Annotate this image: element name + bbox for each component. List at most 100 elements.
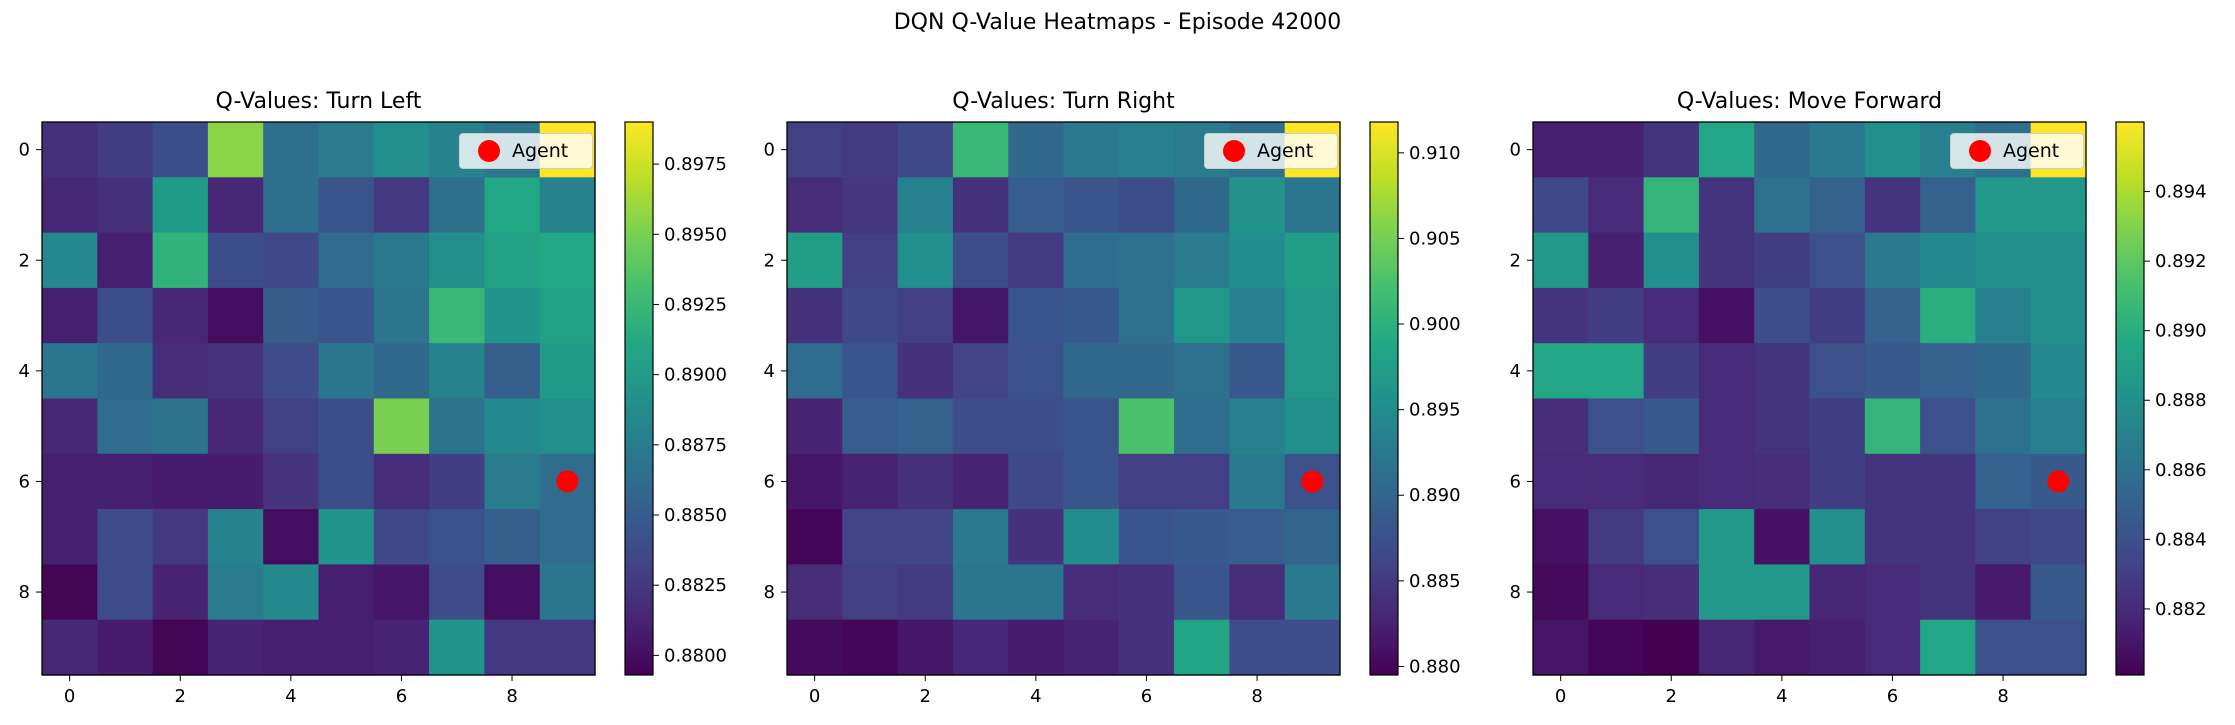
heatmap-cell-r1-c6 [1118, 177, 1175, 234]
figure-title: DQN Q-Value Heatmaps - Episode 42000 [893, 10, 1342, 35]
heatmap-cell-r4-c5 [1063, 343, 1120, 400]
heatmap-cell-r5-c3 [1698, 398, 1755, 455]
heatmap-cell-r8-c2 [1643, 564, 1700, 621]
heatmap-cell-r9-c4 [263, 619, 320, 676]
heatmap-cell-r1-c1 [842, 177, 899, 234]
x-tick-label: 6 [1141, 686, 1152, 707]
heatmap-plot: 0 2 4 6 8 0 2 4 6 8 [764, 121, 1341, 707]
legend-label: Agent [1257, 140, 1314, 162]
heatmap-cell-r5-c5 [1809, 398, 1866, 455]
heatmap-cell-r4-c8 [484, 343, 541, 400]
heatmap-cell-r7-c7 [429, 509, 485, 565]
heatmap-cell-r3-c7 [429, 287, 485, 344]
heatmap-cell-r9-c0 [1533, 619, 1589, 676]
heatmap-cell-r9-c3 [952, 619, 1009, 676]
heatmap-cell-r5-c8 [1229, 398, 1286, 455]
heatmap-cell-r7-c1 [97, 509, 154, 565]
heatmap-cell-r2-c6 [1864, 232, 1921, 289]
colorbar-tick-label: 0.8800 [664, 645, 727, 666]
heatmap-cell-r2-c7 [1920, 232, 1976, 289]
heatmap-cell-r3-c3 [952, 287, 1009, 344]
heatmap-cell-r7-c5 [1063, 509, 1120, 565]
agent-marker [2047, 470, 2070, 493]
heatmap-cell-r2-c2 [897, 232, 954, 289]
heatmap-cell-r0-c1 [842, 122, 899, 178]
heatmap-cell-r5-c7 [1920, 398, 1976, 455]
heatmap-cell-r9-c3 [207, 619, 264, 676]
heatmap-cell-r9-c0 [42, 619, 98, 676]
heatmap-cell-r9-c0 [787, 619, 843, 676]
heatmap-cell-r4-c6 [1864, 343, 1921, 400]
heatmap-cell-r7-c8 [1975, 509, 2032, 565]
heatmap-cell-r7-c2 [897, 509, 954, 565]
x-tick-label: 4 [1776, 686, 1787, 707]
x-tick-label: 8 [1251, 686, 1262, 707]
heatmap-cell-r8-c1 [1588, 564, 1645, 621]
heatmap-cell-r6-c6 [373, 453, 430, 510]
y-tick-label: 4 [19, 361, 30, 382]
colorbar-tick-label: 0.885 [1409, 571, 1461, 592]
heatmap-cell-r4-c6 [373, 343, 430, 400]
heatmap-cell-r5-c4 [263, 398, 320, 455]
heatmap-cell-r4-c5 [318, 343, 375, 400]
heatmap-cell-r0-c6 [1864, 122, 1921, 178]
heatmap-cell-r5-c2 [1643, 398, 1700, 455]
heatmap-cell-r9-c6 [373, 619, 430, 676]
heatmap-cell-r6-c3 [952, 453, 1009, 510]
heatmap-cell-r7-c9 [539, 509, 596, 565]
heatmap-cell-r4-c1 [842, 343, 899, 400]
heatmap-cell-r4-c4 [263, 343, 320, 400]
heatmap-plot: 0 2 4 6 8 0 2 4 6 8 [1510, 121, 2087, 707]
heatmap-cell-r0-c5 [1809, 122, 1866, 178]
heatmap-cell-r0-c4 [1754, 122, 1811, 178]
heatmap-cell-r1-c4 [1008, 177, 1065, 234]
heatmap-cell-r2-c2 [152, 232, 209, 289]
plot-frame [1532, 121, 2087, 676]
heatmap-cell-r2-c2 [1643, 232, 1700, 289]
heatmap-cell-r3-c5 [1063, 287, 1120, 344]
heatmap-cell-r1-c4 [1754, 177, 1811, 234]
heatmap-cell-r5-c5 [318, 398, 375, 455]
heatmap-cell-r1-c2 [152, 177, 209, 234]
heatmap-cell-r5-c0 [1533, 398, 1589, 455]
heatmap-cell-r7-c6 [1118, 509, 1175, 565]
heatmap-cell-r8-c9 [539, 564, 596, 621]
colorbar-tick-label: 0.8950 [664, 224, 727, 245]
y-tick-label: 2 [764, 250, 775, 271]
heatmap-cell-r4-c2 [152, 343, 209, 400]
colorbar-gradient [1369, 121, 1399, 676]
heatmap-cell-r5-c3 [207, 398, 264, 455]
agent-marker [1301, 470, 1324, 493]
x-tick-label: 0 [1555, 686, 1566, 707]
heatmap-cell-r2-c7 [1174, 232, 1230, 289]
heatmap-cell-r3-c3 [1698, 287, 1755, 344]
x-tick-label: 8 [1997, 686, 2008, 707]
heatmap-cell-r1-c5 [1063, 177, 1120, 234]
heatmap-cell-r4-c0 [42, 343, 98, 400]
heatmap-cell-r3-c0 [1533, 287, 1589, 344]
heatmap-cell-r3-c5 [318, 287, 375, 344]
colorbar-tick-label: 0.892 [2155, 251, 2207, 272]
heatmap-cell-r6-c4 [1008, 453, 1065, 510]
heatmap-cell-r7-c2 [152, 509, 209, 565]
heatmap-cell-r6-c3 [207, 453, 264, 510]
heatmap-cell-r1-c3 [207, 177, 264, 234]
heatmap-cell-r3-c8 [1229, 287, 1286, 344]
heatmap-cell-r5-c2 [152, 398, 209, 455]
heatmap-cell-r0-c0 [42, 122, 98, 178]
heatmap-cell-r2-c4 [1754, 232, 1811, 289]
y-tick-label: 8 [19, 582, 30, 603]
heatmap-cell-r7-c3 [1698, 509, 1755, 565]
colorbar: 0.8800 0.8825 0.8850 0.8875 0.8900 0.8925 0.89… [624, 121, 727, 676]
heatmap-cell-r1-c6 [1864, 177, 1921, 234]
heatmap-cell-r7-c8 [1229, 509, 1286, 565]
heatmap-cell-r8-c0 [42, 564, 98, 621]
heatmap-cell-r1-c3 [952, 177, 1009, 234]
legend: Agent [1204, 133, 1338, 169]
heatmap-cell-r1-c1 [97, 177, 154, 234]
heatmap-cell-r3-c0 [42, 287, 98, 344]
heatmap-cell-r9-c5 [1063, 619, 1120, 676]
heatmap-cell-r2-c8 [1975, 232, 2032, 289]
panel-title: Q-Values: Turn Left [215, 89, 422, 114]
heatmap-cell-r9-c8 [484, 619, 541, 676]
